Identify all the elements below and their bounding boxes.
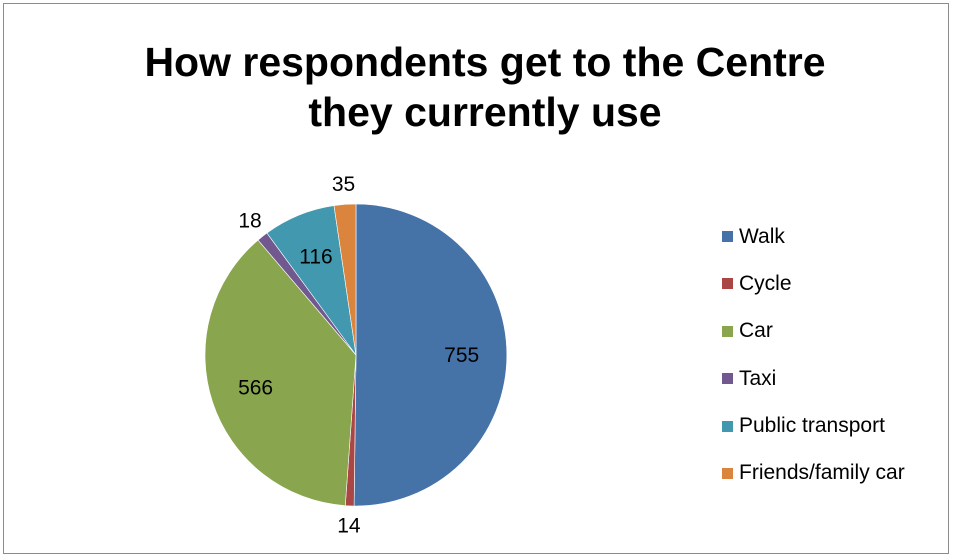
- data-label-friends-family-car: 35: [332, 173, 355, 196]
- legend-label-cycle: Cycle: [739, 271, 792, 295]
- legend-swatch-car: [722, 325, 733, 337]
- pie-data-labels: 755 14 566 18 116 35: [238, 173, 479, 537]
- chart-title-line-2: they currently use: [308, 89, 662, 135]
- pie-slices: [204, 203, 508, 507]
- chart-title: How respondents get to the Centre they c…: [0, 37, 954, 137]
- legend-label-taxi: Taxi: [739, 366, 777, 390]
- legend-item-taxi: Taxi: [722, 364, 905, 393]
- legend-label-walk: Walk: [739, 224, 785, 248]
- data-label-car: 566: [238, 377, 273, 400]
- legend-label-friends-family-car: Friends/family car: [739, 461, 905, 485]
- legend-swatch-friends-family-car: [722, 467, 733, 479]
- legend-item-cycle: Cycle: [722, 269, 905, 298]
- legend-label-public-transport: Public transport: [739, 414, 885, 438]
- pie-slice-walk: [353, 203, 508, 507]
- legend-swatch-walk: [722, 231, 733, 242]
- legend-item-car: Car: [722, 317, 905, 346]
- legend-item-friends-family-car: Friends/family car: [722, 459, 905, 488]
- legend-label-car: Car: [739, 319, 773, 343]
- legend-swatch-public-transport: [722, 420, 733, 432]
- chart-title-line-1: How respondents get to the Centre: [144, 39, 826, 85]
- legend-item-public-transport: Public transport: [722, 412, 905, 441]
- pie-slice-friends-family-car: [333, 203, 357, 356]
- data-label-public-transport: 116: [299, 246, 332, 269]
- legend-item-walk: Walk: [722, 222, 905, 251]
- data-label-taxi: 18: [238, 209, 261, 232]
- data-label-walk: 755: [444, 344, 479, 367]
- legend-swatch-cycle: [722, 278, 733, 290]
- data-label-cycle: 14: [337, 514, 361, 537]
- legend-swatch-taxi: [722, 373, 733, 385]
- legend: Walk Cycle Car Taxi Public transport Friends/…: [722, 222, 905, 506]
- pie-slice-car: [204, 239, 357, 506]
